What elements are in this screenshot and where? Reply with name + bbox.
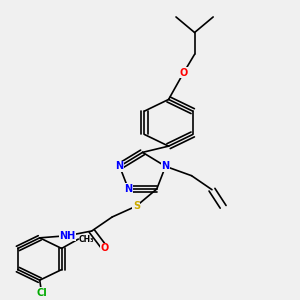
Text: N: N — [124, 184, 132, 194]
Text: N: N — [116, 161, 124, 171]
Text: O: O — [179, 68, 188, 78]
Text: O: O — [100, 243, 109, 253]
Text: CH₃: CH₃ — [78, 235, 94, 244]
Text: NH: NH — [59, 231, 76, 241]
Text: Cl: Cl — [36, 288, 47, 298]
Text: N: N — [161, 161, 169, 171]
Text: S: S — [133, 201, 140, 211]
